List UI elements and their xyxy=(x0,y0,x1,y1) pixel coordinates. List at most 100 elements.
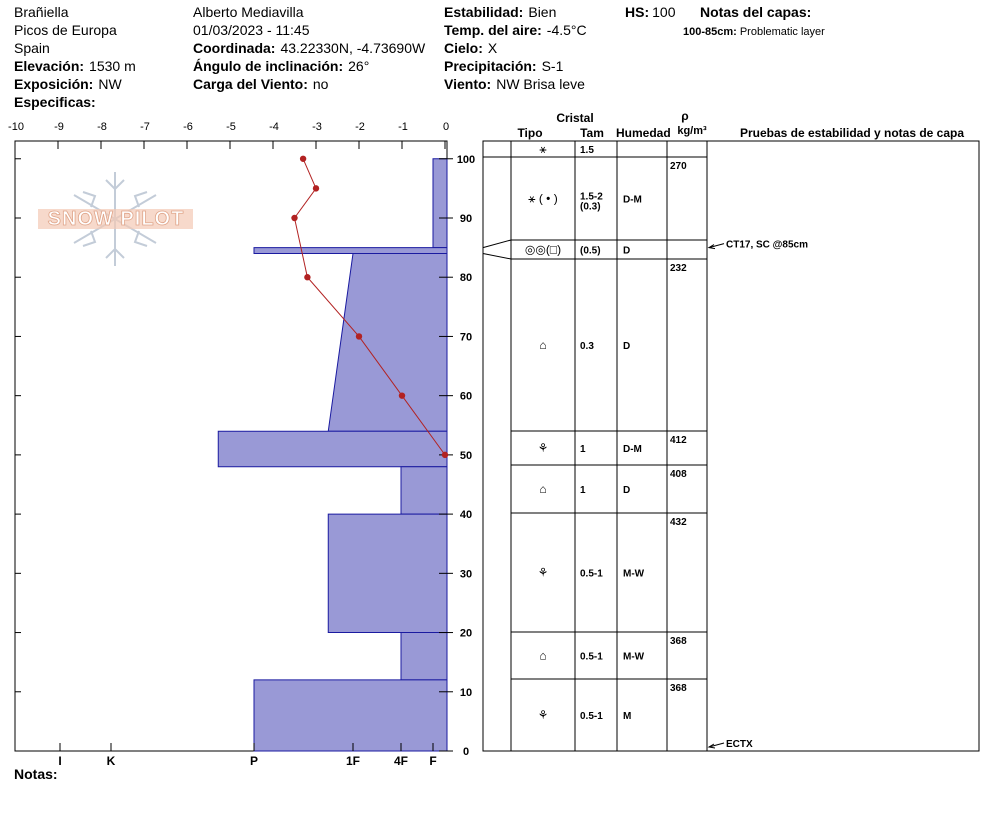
grain-type: ⚹ ( • ) xyxy=(528,192,557,206)
temp-tick-label: -7 xyxy=(140,121,150,133)
header-label: Temp. del aire: xyxy=(444,22,542,38)
test-arrow xyxy=(708,742,725,748)
header-label: Cielo: xyxy=(444,40,483,56)
humidity: M-W xyxy=(623,569,645,580)
temperature-point xyxy=(299,155,307,162)
hardness-tick-label: 4F xyxy=(394,754,408,768)
density: 368 xyxy=(670,636,687,647)
header-line: Coordinada: 43.22330N, -4.73690W xyxy=(193,40,426,56)
temperature-point xyxy=(312,185,320,192)
grain-type: ⚘ xyxy=(538,708,549,722)
header-value: no xyxy=(313,76,329,92)
temperature-point xyxy=(355,333,363,340)
header-line: Estabilidad: Bien xyxy=(444,4,556,20)
density: 408 xyxy=(670,469,687,480)
grain-size: 0.5-1 xyxy=(580,569,603,580)
temperature-point xyxy=(291,214,298,222)
header-value: Picos de Europa xyxy=(14,22,117,38)
header-line: Especificas: xyxy=(14,94,96,110)
hardness-layer xyxy=(253,247,448,255)
header-value: NW xyxy=(98,76,122,92)
humidity: D xyxy=(623,246,630,257)
header-line: Alberto Mediavilla xyxy=(193,4,304,20)
header-value: Spain xyxy=(14,40,50,56)
temperature-point xyxy=(304,274,311,281)
hardness-layer xyxy=(327,253,448,432)
layer-connector xyxy=(482,253,512,260)
grain-size-secondary: (0.3) xyxy=(580,202,601,213)
humidity: M xyxy=(623,711,631,722)
grain-type: ⌂ xyxy=(539,649,546,663)
header-value: Alberto Mediavilla xyxy=(193,4,304,20)
table-column: Tipo xyxy=(517,126,542,140)
height-tick-label: 10 xyxy=(460,687,472,699)
footer-notes: Notas: xyxy=(14,766,58,782)
header-value: S-1 xyxy=(542,58,564,74)
hardness-layer xyxy=(327,513,448,634)
grain-type: ◎◎(□) xyxy=(525,243,561,257)
header-value: X xyxy=(488,40,498,56)
header-line: Cielo: X xyxy=(444,40,498,56)
header-line: Precipitación: S-1 xyxy=(444,58,564,74)
hardness-layer xyxy=(432,158,448,249)
header-label: Exposición: xyxy=(14,76,93,92)
grain-size: 0.5-1 xyxy=(580,652,603,663)
density: 412 xyxy=(670,435,687,446)
header-value: Brañiella xyxy=(14,4,69,20)
temp-tick-label: -8 xyxy=(97,121,107,133)
humidity: D-M xyxy=(623,444,642,455)
temp-tick-label: -1 xyxy=(398,121,408,133)
header-label: Estabilidad: xyxy=(444,4,523,20)
notes-label: 100-85cm: xyxy=(683,26,737,38)
grain-type: ⌂ xyxy=(539,338,546,352)
header-label: Carga del Viento: xyxy=(193,76,308,92)
humidity: D xyxy=(623,341,630,352)
header-line: Ángulo de inclinación: 26° xyxy=(193,58,369,74)
test-label: CT17, SC @85cm xyxy=(726,240,808,251)
header-value: -4.5°C xyxy=(547,22,587,38)
height-tick-label: 80 xyxy=(460,272,472,284)
temperature-point xyxy=(398,392,406,399)
notes-item: 100-85cm: Problematic layer xyxy=(683,26,825,38)
header-line: Elevación: 1530 m xyxy=(14,58,136,74)
table-title: Cristal xyxy=(556,111,593,125)
temperature-point xyxy=(441,451,449,459)
humidity: D-M xyxy=(623,195,642,206)
header-label: Elevación: xyxy=(14,58,84,74)
notes-title: Notas del capas: xyxy=(700,4,811,20)
header-value: Bien xyxy=(528,4,556,20)
logo-band xyxy=(38,209,193,229)
density: 270 xyxy=(670,161,687,172)
hardness-tick-label: 1F xyxy=(346,754,360,768)
header-value: 43.22330N, -4.73690W xyxy=(280,40,426,56)
header-label: Especificas: xyxy=(14,94,96,110)
hardness-tick-label: I xyxy=(58,754,61,768)
header-hs: HS: 100 xyxy=(625,4,676,20)
test-arrowhead xyxy=(707,244,716,250)
header-label: Viento: xyxy=(444,76,491,92)
temp-tick-label: -9 xyxy=(54,121,64,133)
hardness-layer xyxy=(217,430,448,468)
header-label: Coordinada: xyxy=(193,40,275,56)
hardness-layer xyxy=(400,466,448,515)
table-frame xyxy=(482,140,980,752)
height-tick-label: 90 xyxy=(460,213,472,225)
header-label: Ángulo de inclinación: xyxy=(193,58,343,74)
hardness-tick-label: K xyxy=(107,754,116,768)
temp-tick-label: -6 xyxy=(183,121,193,133)
hardness-tick-label: F xyxy=(429,754,436,768)
header-line: Picos de Europa xyxy=(14,22,117,38)
header-line: Spain xyxy=(14,40,50,56)
grain-type: ⚹ xyxy=(539,142,546,156)
humidity: M-W xyxy=(623,652,645,663)
height-tick-label: 100 xyxy=(457,154,475,166)
density: 368 xyxy=(670,683,687,694)
grain-size: 1.5 xyxy=(580,145,594,156)
notes-value: Problematic layer xyxy=(740,26,825,38)
test-label: ECTX xyxy=(726,739,753,750)
header-line: Viento: NW Brisa leve xyxy=(444,76,585,92)
humidity: D xyxy=(623,485,630,496)
grain-size: 1.5-2 xyxy=(580,192,603,203)
grain-type: ⚘ xyxy=(538,566,549,580)
